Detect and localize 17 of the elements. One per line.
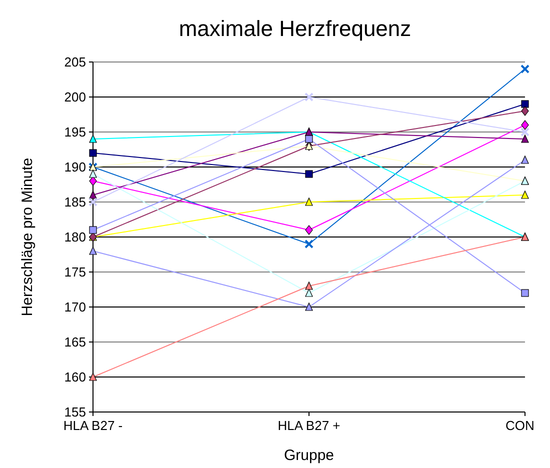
y-tick-label: 160: [64, 370, 86, 385]
y-tick-label: 155: [64, 404, 86, 420]
y-tick-label: 175: [64, 264, 86, 280]
x-tick-label: HLA B27 +: [278, 418, 340, 433]
y-axis-title: Herzschläge pro Minute: [19, 158, 36, 316]
y-tick-label: 185: [64, 194, 86, 210]
y-tick-label: 205: [64, 54, 86, 70]
y-tick-label: 195: [64, 124, 86, 140]
y-tick-label: 165: [64, 334, 86, 350]
y-tick-label: 190: [64, 160, 86, 175]
y-tick-label: 170: [64, 300, 86, 315]
x-tick-label: HLA B27 -: [63, 418, 123, 433]
x-tick-label: CON: [506, 418, 534, 433]
x-axis-title: Gruppe: [284, 447, 334, 464]
y-tick-label: 200: [64, 90, 86, 105]
chart-title: maximale Herzfrequenz: [178, 16, 412, 41]
y-tick-label: 180: [64, 230, 86, 245]
